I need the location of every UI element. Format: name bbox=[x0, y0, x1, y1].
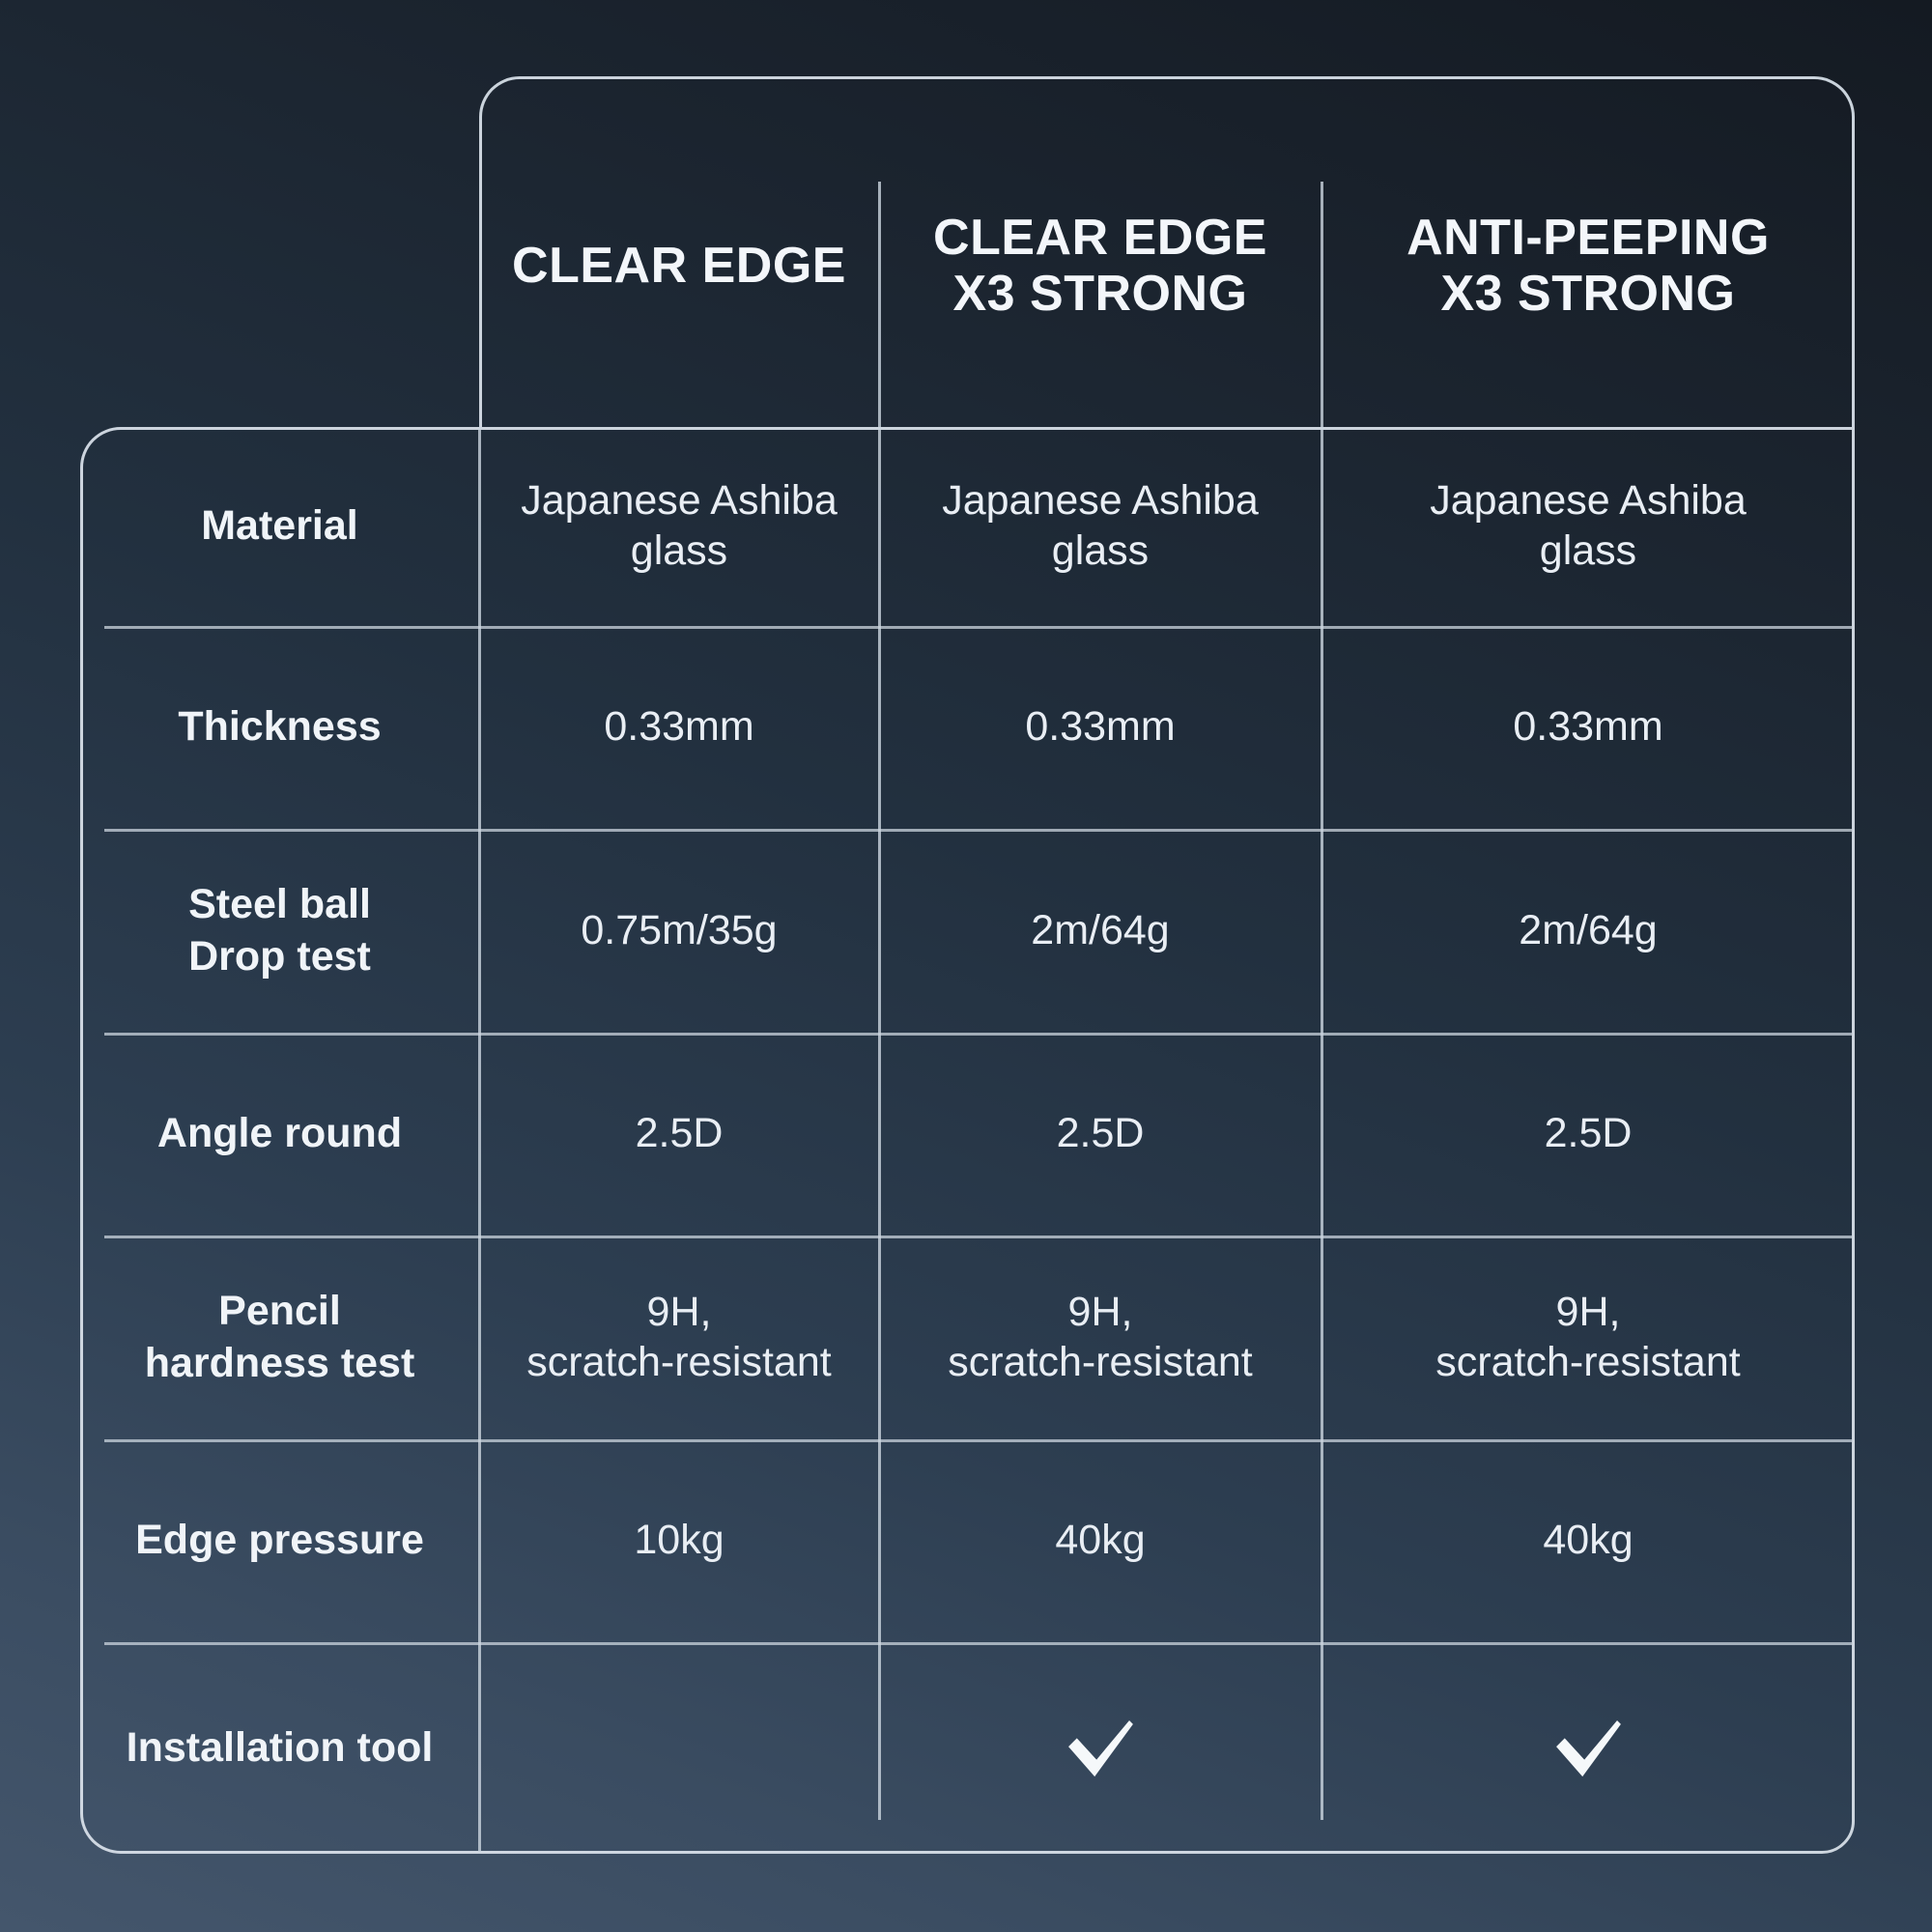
cell-value bbox=[479, 1642, 879, 1854]
label-column-divider bbox=[478, 427, 481, 1854]
cell-value: 9H, scratch-resistant bbox=[526, 1288, 832, 1385]
cell-value: 0.33mm bbox=[1513, 703, 1663, 751]
cell-value: 2.5D bbox=[635, 1110, 724, 1157]
check-icon bbox=[1321, 1642, 1855, 1854]
cell-value: 40kg bbox=[1543, 1517, 1634, 1564]
cell-value: 9H, scratch-resistant bbox=[1435, 1288, 1741, 1385]
cell-value: 2.5D bbox=[1056, 1110, 1145, 1157]
cell-value: 40kg bbox=[1055, 1517, 1146, 1564]
cell-value: 10kg bbox=[634, 1517, 724, 1564]
cell-value: 9H, scratch-resistant bbox=[948, 1288, 1253, 1385]
row-label: Edge pressure bbox=[135, 1517, 424, 1564]
row-divider bbox=[104, 1033, 1852, 1036]
cell-value: 0.75m/35g bbox=[581, 906, 778, 953]
row-divider bbox=[104, 626, 1852, 629]
row-label: Angle round bbox=[156, 1110, 403, 1157]
header-panel bbox=[479, 76, 1855, 427]
row-label: Material bbox=[201, 502, 358, 550]
cell-value: 0.33mm bbox=[604, 703, 754, 751]
cell-value: 0.33mm bbox=[1025, 703, 1176, 751]
column-header-anti-peeping-x3: ANTI-PEEPING X3 STRONG bbox=[1406, 210, 1770, 322]
column-divider bbox=[878, 182, 881, 1820]
row-label: Installation tool bbox=[126, 1723, 434, 1771]
check-icon bbox=[879, 1642, 1321, 1854]
column-header-clear-edge-x3: CLEAR EDGE X3 STRONG bbox=[933, 210, 1267, 322]
table-body-panel bbox=[80, 427, 1855, 1854]
cell-value: 2m/64g bbox=[1031, 906, 1170, 953]
cell-value: Japanese Ashiba glass bbox=[521, 477, 838, 574]
row-label: Pencil hardness test bbox=[144, 1287, 415, 1386]
column-header-clear-edge: CLEAR EDGE bbox=[512, 237, 846, 294]
cell-value: Japanese Ashiba glass bbox=[1430, 477, 1747, 574]
column-divider bbox=[1321, 182, 1323, 1820]
row-divider bbox=[104, 829, 1852, 832]
cell-value: Japanese Ashiba glass bbox=[942, 477, 1259, 574]
row-divider bbox=[104, 1642, 1852, 1645]
cell-value: 2m/64g bbox=[1519, 906, 1658, 953]
row-divider bbox=[104, 1236, 1852, 1238]
cell-value: 2.5D bbox=[1544, 1110, 1633, 1157]
row-divider bbox=[104, 1439, 1852, 1442]
row-label: Thickness bbox=[178, 703, 382, 751]
row-label: Steel ball Drop test bbox=[188, 880, 371, 980]
